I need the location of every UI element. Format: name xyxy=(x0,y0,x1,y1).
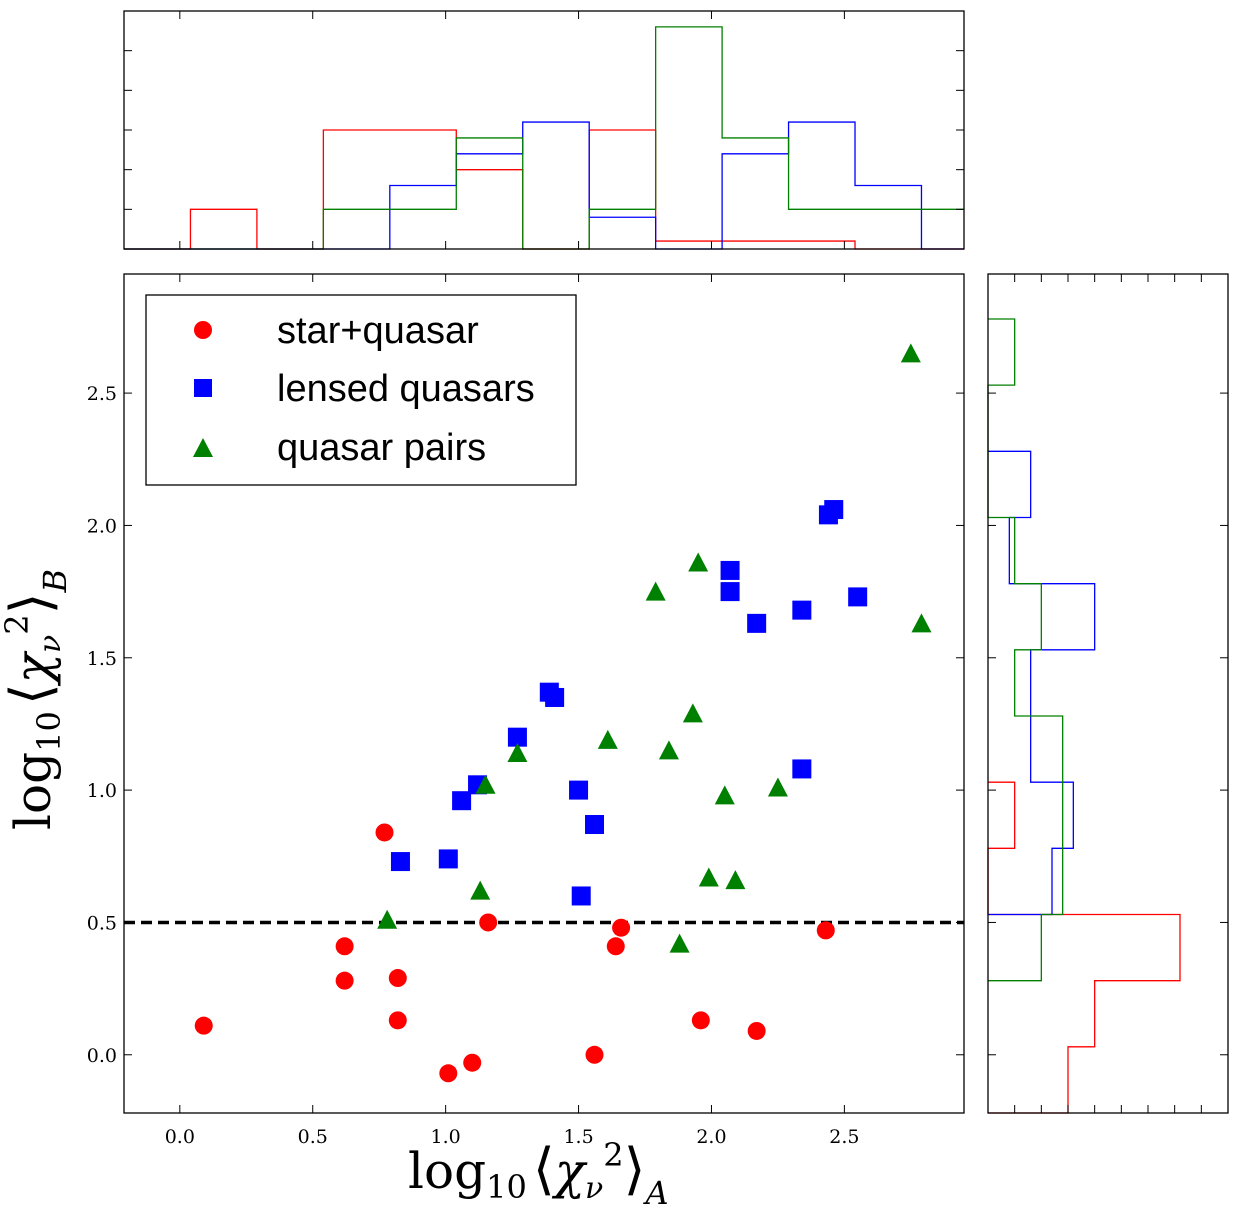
y-tick-label: 0.0 xyxy=(87,1045,117,1067)
point-star-quasar xyxy=(335,937,354,956)
right-histogram-ticks xyxy=(988,274,1228,1113)
right-histogram-frame xyxy=(987,273,1229,1114)
point-lensed-quasars xyxy=(571,886,591,906)
point-star-quasar xyxy=(375,823,394,842)
point-star-quasar xyxy=(194,1016,213,1035)
y-axis-label: log10⟨χν2⟩B xyxy=(0,569,74,830)
scatter-plot: 0.0 0.5 1.0 1.5 2.0 2.5 0.0 0.5 1.0 1.5 2.0 2.5 sta… xyxy=(0,273,965,1212)
top-hist-star-quasar xyxy=(124,129,964,250)
top-histogram-ticks xyxy=(124,11,964,249)
point-lensed-quasars xyxy=(792,759,812,779)
point-lensed-quasars xyxy=(452,791,472,811)
y-tick-label: 2.5 xyxy=(87,383,117,405)
point-quasar-pairs xyxy=(688,552,709,572)
point-star-quasar xyxy=(606,937,625,956)
point-lensed-quasars xyxy=(438,849,458,869)
point-quasar-pairs xyxy=(698,867,719,887)
point-quasar-pairs xyxy=(645,581,666,601)
y-tick-label: 2.0 xyxy=(87,515,117,537)
point-star-quasar xyxy=(463,1053,482,1072)
point-lensed-quasars xyxy=(585,815,605,835)
point-quasar-pairs xyxy=(507,743,528,763)
point-lensed-quasars xyxy=(569,780,589,800)
legend-marker-star-quasar xyxy=(194,321,212,339)
x-tick-label: 2.0 xyxy=(696,1126,726,1148)
point-star-quasar xyxy=(691,1011,710,1030)
point-quasar-pairs xyxy=(911,613,932,633)
legend-label-lensed-quasars: lensed quasars xyxy=(277,368,535,410)
point-lensed-quasars xyxy=(507,727,527,747)
legend-marker-quasar-pairs xyxy=(193,438,213,457)
x-tick-label: 2.5 xyxy=(829,1126,859,1148)
point-star-quasar xyxy=(612,918,631,937)
top-histogram-frame xyxy=(123,10,965,250)
point-quasar-pairs xyxy=(658,740,679,760)
point-star-quasar xyxy=(335,971,354,990)
x-tick-label: 0.5 xyxy=(298,1126,328,1148)
point-quasar-pairs xyxy=(470,880,491,900)
point-lensed-quasars xyxy=(545,687,565,707)
point-star-quasar xyxy=(747,1021,766,1040)
point-star-quasar xyxy=(388,969,407,988)
point-lensed-quasars xyxy=(747,613,767,633)
legend-box xyxy=(145,294,577,486)
point-quasar-pairs xyxy=(714,785,735,805)
y-tick-label: 1.5 xyxy=(87,648,117,670)
point-quasar-pairs xyxy=(682,703,703,723)
right-histogram xyxy=(987,273,1229,1114)
y-tick-label: 0.5 xyxy=(87,912,117,934)
point-star-quasar xyxy=(439,1064,458,1083)
legend-label-star-quasar: star+quasar xyxy=(277,310,479,352)
point-lensed-quasars xyxy=(720,560,740,580)
x-tick-label: 1.5 xyxy=(563,1126,593,1148)
point-quasar-pairs xyxy=(725,870,746,890)
point-quasar-pairs xyxy=(597,729,618,749)
point-quasar-pairs xyxy=(669,933,690,953)
right-hist-quasar-pairs xyxy=(987,318,1064,982)
point-quasar-pairs xyxy=(475,774,496,794)
top-hist-lensed-quasars xyxy=(124,121,964,250)
right-hist-star-quasar xyxy=(987,781,1181,1114)
top-histogram-steps xyxy=(124,26,964,250)
point-star-quasar xyxy=(479,913,498,932)
legend-marker-lensed-quasars xyxy=(194,379,212,397)
y-tick-label: 1.0 xyxy=(87,780,117,802)
top-hist-quasar-pairs xyxy=(124,26,964,250)
point-quasar-pairs xyxy=(377,909,398,929)
x-axis-label: log10 ⟨χν2⟩A xyxy=(408,1136,669,1212)
right-histogram-steps xyxy=(987,318,1181,1114)
top-histogram xyxy=(123,10,965,250)
scatter-frame xyxy=(123,273,965,1114)
point-star-quasar xyxy=(585,1045,604,1064)
right-hist-lensed-quasars xyxy=(988,450,1096,916)
point-lensed-quasars xyxy=(390,852,410,872)
legend: star+quasar lensed quasars quasar pairs xyxy=(145,294,577,486)
point-star-quasar xyxy=(816,921,835,940)
point-lensed-quasars xyxy=(824,500,844,520)
x-tick-label: 0.0 xyxy=(165,1126,195,1148)
scatter-tick-labels: 0.0 0.5 1.0 1.5 2.0 2.5 0.0 0.5 1.0 1.5 2.0 2.5 xyxy=(87,383,860,1148)
point-lensed-quasars xyxy=(848,587,868,607)
point-lensed-quasars xyxy=(720,582,740,602)
legend-label-quasar-pairs: quasar pairs xyxy=(277,427,486,469)
point-lensed-quasars xyxy=(792,600,812,620)
scatter-markers xyxy=(194,343,932,1083)
x-tick-label: 1.0 xyxy=(431,1126,461,1148)
point-star-quasar xyxy=(388,1011,407,1030)
point-quasar-pairs xyxy=(900,343,921,363)
scatter-ticks xyxy=(124,274,964,1113)
point-quasar-pairs xyxy=(767,777,788,797)
